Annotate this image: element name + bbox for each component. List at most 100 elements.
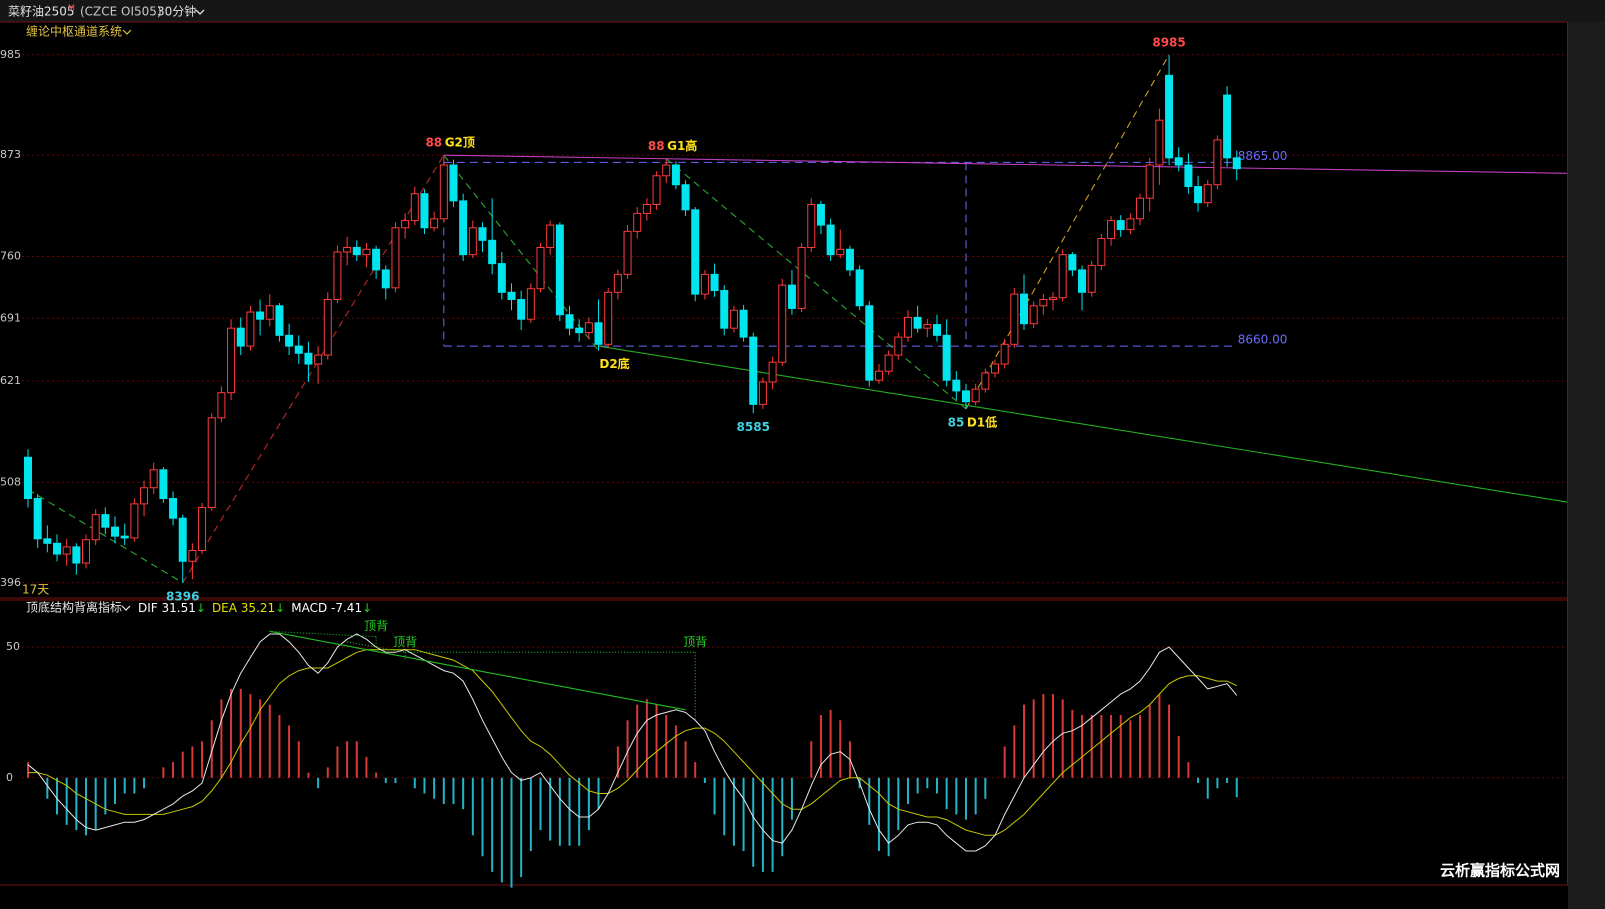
dropdown-chevron[interactable] [122,29,132,35]
annotation: D1低 [967,414,997,429]
candle-body [478,227,487,241]
readout-arrow: ↓ [362,601,372,615]
readout: DIF 31.51↓ [138,601,206,615]
candle-body [256,311,265,320]
candle-body [1232,157,1241,170]
candle-body [826,224,835,256]
candle-body [923,324,932,329]
candle-body [217,392,226,419]
readouts: DIF 31.51↓ DEA 35.21↓ MACD -7.41↓ [138,601,372,615]
candle-body [1155,119,1164,166]
candle-body [410,193,419,222]
candle-body [981,372,990,390]
divergence-label: 顶背 [364,619,388,633]
candle-body [265,305,274,320]
candle-body [1203,184,1212,204]
candle-body [874,370,883,381]
candle-body [1087,264,1096,293]
readout: DEA 35.21↓ [212,601,285,615]
readout: MACD -7.41↓ [291,601,372,615]
candle-body [604,291,613,345]
readout-arrow: ↓ [275,601,285,615]
candle-body [855,269,864,307]
candle-body [420,193,429,229]
candle-body [584,322,593,334]
candle-body [913,316,922,329]
candle-body [729,309,738,329]
level-label: 8660.00 [1238,333,1288,347]
readout-value: -7.41 [331,601,362,615]
symbol-marker: M [68,4,75,13]
candle-body [797,246,806,309]
candle-body [449,164,458,202]
dif-line [27,633,1238,852]
y-tick-label: 508 [0,475,21,488]
candle-body [1058,254,1067,299]
candle-body [1213,139,1222,186]
dropdown-chevron[interactable] [121,605,131,611]
candle-body [439,164,448,220]
candle-body [633,212,642,232]
candle-body [749,336,758,405]
trend-line [598,345,1568,503]
candle-body [333,251,342,300]
candle-body [1165,74,1174,159]
candle-body [1107,220,1116,240]
candle-body [488,239,497,265]
divergence-trend [269,630,686,711]
candle-body [1097,238,1106,266]
candle-body [304,352,313,365]
candle-body [381,269,390,289]
indicator-title[interactable]: 顶底结构背离指标 [26,600,122,615]
dropdown-chevron[interactable] [195,9,205,15]
candle-body [372,248,381,271]
candle-body [285,334,294,347]
indicator-title[interactable]: 缠论中枢通道系统 [26,24,122,39]
dea-line [28,649,1238,836]
readout-value: 35.21 [241,601,275,615]
top-bar [0,0,1605,22]
trend-line [27,489,184,584]
candle-body [1223,94,1232,159]
candle-body [352,246,361,256]
candle-body [720,290,729,329]
candle-body [24,456,32,499]
candle-body [652,175,661,205]
candle-body [884,354,893,372]
footer-label: 17天 [22,583,49,597]
candle-body [497,263,506,293]
candle-body [768,361,777,383]
trend-line [665,158,967,410]
candle-body [294,345,303,354]
y-tick-label: 760 [0,249,21,262]
candle-body [507,291,516,300]
candle-body [739,309,748,338]
divergence-line [347,641,406,653]
candle-body [246,311,255,347]
divergence-label: 顶背 [393,635,417,649]
candle-body [343,246,352,253]
y-tick-label: 621 [0,374,21,387]
candle-body [391,227,400,289]
candle-body [787,284,796,309]
candle-body [130,503,139,539]
readout-value: 31.51 [162,601,196,615]
candle-body [1010,293,1019,345]
candle-body [613,273,622,293]
candle-body [546,224,555,248]
candle-body [517,298,526,320]
period[interactable]: 30分钟 [157,4,196,19]
candle-body [91,514,100,541]
candle-body [82,539,91,564]
candle-body [758,381,767,405]
candle-body [188,549,197,562]
annotation: G1高 [667,138,697,153]
candle-body [33,497,42,540]
watermark: 云析赢指标公式网 [1440,862,1560,880]
header[interactable]: 菜籽油2505 M (CZCE OI505) 30分钟 [8,4,205,19]
readout-name: DIF [138,601,158,615]
annotation: 8396 [166,589,199,603]
annotation: 85 [948,415,965,429]
